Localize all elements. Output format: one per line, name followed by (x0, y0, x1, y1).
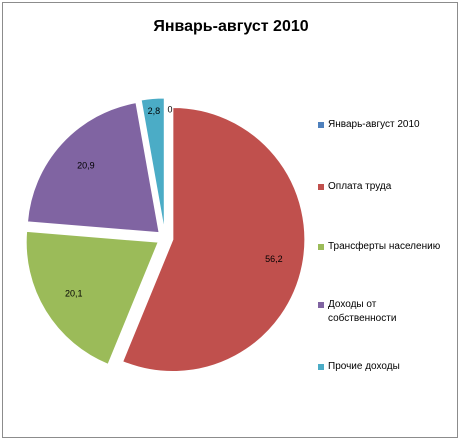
legend-item: Январь-август 2010 (318, 118, 448, 132)
legend-item: Прочие доходы (318, 360, 448, 374)
legend-item: Трансферты населению (318, 240, 448, 254)
legend-label: Январь-август 2010 (328, 119, 420, 130)
data-label: 2,8 (148, 106, 161, 116)
legend-label: Трансферты населению (328, 241, 441, 252)
legend-label: Прочие доходы (328, 361, 400, 372)
legend-item: Оплата труда (318, 180, 448, 194)
legend-swatch (318, 122, 324, 128)
legend-swatch (318, 302, 324, 308)
legend-swatch (318, 244, 324, 250)
data-label: 20,9 (77, 160, 95, 170)
chart-title: Январь-август 2010 (153, 18, 309, 35)
legend-label: Доходы от собственности (328, 299, 397, 324)
legend-item: Доходы от собственности (318, 298, 418, 326)
legend-label: Оплата труда (328, 181, 392, 192)
pie-slice (26, 102, 160, 234)
pie-slice (25, 230, 159, 365)
data-label: 20,1 (65, 288, 83, 298)
pie-slice (140, 97, 165, 231)
data-label: 0 (167, 104, 172, 114)
pie-slice (122, 107, 306, 372)
legend-swatch (318, 364, 324, 370)
legend-swatch (318, 184, 324, 190)
data-label: 56,2 (265, 254, 283, 264)
